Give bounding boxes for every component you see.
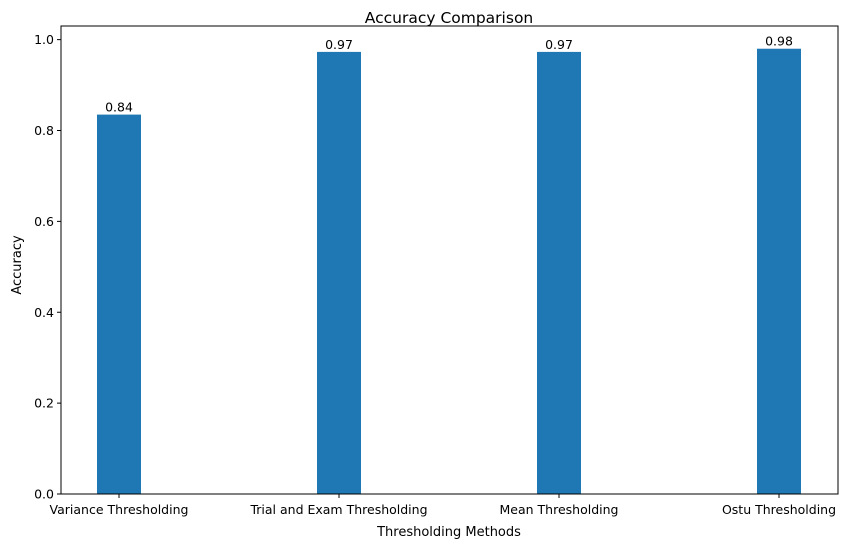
y-tick-label-2: 0.4 — [34, 305, 54, 320]
y-tick-label-3: 0.6 — [34, 214, 54, 229]
bar-0 — [97, 114, 141, 495]
bar-1 — [317, 51, 361, 495]
plot-area: 0.84 Variance Thresholding 0.97 Trial and E… — [34, 32, 836, 517]
chart-title: Accuracy Comparison — [365, 9, 534, 27]
bar-value-label-0: 0.84 — [105, 100, 133, 115]
y-axis-title: Accuracy — [10, 235, 25, 295]
x-tick-label-1: Trial and Exam Thresholding — [249, 502, 427, 517]
bar-value-label-1: 0.97 — [325, 37, 353, 52]
bar-value-label-2: 0.97 — [545, 37, 573, 52]
x-tick-label-0: Variance Thresholding — [50, 502, 189, 517]
x-tick-label-3: Ostu Thresholding — [722, 502, 836, 517]
y-tick-label-4: 0.8 — [34, 123, 54, 138]
y-tick-label-1: 0.2 — [34, 396, 54, 411]
plot-frame — [60, 25, 839, 495]
bar-3 — [757, 48, 801, 494]
bar-value-label-3: 0.98 — [765, 34, 793, 49]
y-tick-label-5: 1.0 — [34, 32, 54, 47]
x-axis-title: Thresholding Methods — [376, 525, 521, 540]
bar-2 — [537, 51, 581, 495]
y-tick-label-0: 0.0 — [34, 487, 54, 502]
x-tick-label-2: Mean Thresholding — [500, 502, 619, 517]
